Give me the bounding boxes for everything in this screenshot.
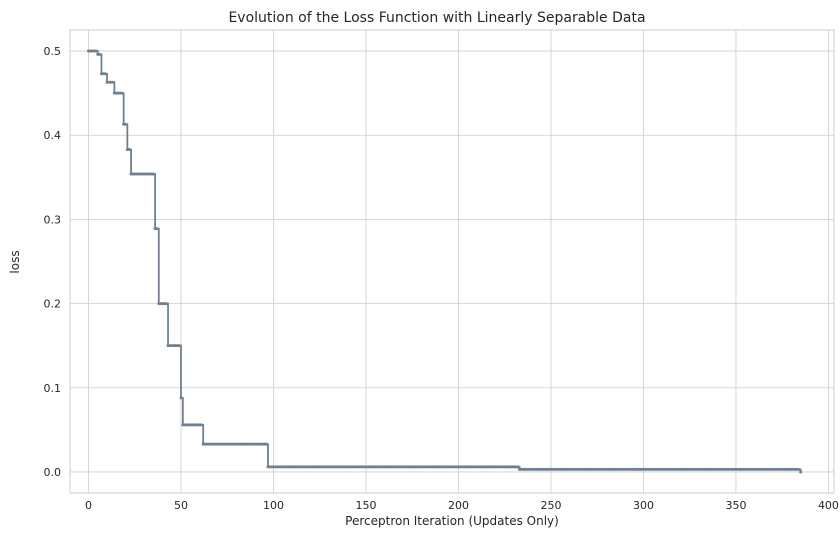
- tick-labels: 0 50 100 150 200 250 300 350 400 0.0 0.1 0.2 0.3 0.4 0…: [44, 45, 839, 512]
- y-tick-label-3: 0.3: [44, 213, 62, 226]
- loss-point-18: [120, 91, 124, 95]
- loss-point-4: [94, 49, 98, 53]
- loss-point-13: [111, 80, 115, 84]
- y-tick-label-1: 0.1: [44, 382, 62, 395]
- x-tick-label-4: 200: [448, 499, 469, 512]
- plot-border: [69, 29, 835, 494]
- x-tick-label-2: 100: [263, 499, 284, 512]
- loss-point-232: [516, 465, 520, 469]
- loss-point-96: [264, 442, 268, 446]
- y-axis-label: loss: [8, 250, 22, 273]
- x-tick-label-6: 300: [633, 499, 654, 512]
- series-layer: [86, 49, 803, 474]
- loss-point-22: [127, 148, 131, 152]
- loss-point-384: [797, 467, 801, 471]
- x-tick-label-7: 350: [725, 499, 746, 512]
- plot-frame: [69, 29, 835, 494]
- grid: [70, 30, 834, 493]
- loss-point-37: [155, 227, 159, 231]
- x-tick-label-8: 400: [818, 499, 839, 512]
- chart-title: Evolution of the Loss Function with Line…: [228, 10, 645, 26]
- loss-point-385: [799, 470, 803, 474]
- x-tick-label-0: 0: [85, 499, 92, 512]
- loss-point-6: [98, 52, 102, 56]
- loss-point-35: [151, 172, 155, 176]
- x-axis-label: Perceptron Iteration (Updates Only): [345, 514, 559, 528]
- loss-point-42: [164, 302, 168, 306]
- x-tick-label-5: 250: [540, 499, 561, 512]
- x-tick-label-3: 150: [355, 499, 376, 512]
- loss-point-49: [177, 344, 181, 348]
- loss-point-20: [123, 122, 127, 126]
- loss-point-61: [199, 423, 203, 427]
- loss-point-9: [103, 72, 107, 76]
- y-tick-label-5: 0.5: [44, 45, 62, 58]
- plot-area: [70, 30, 834, 493]
- y-tick-label-4: 0.4: [44, 129, 62, 142]
- y-tick-label-2: 0.2: [44, 298, 62, 311]
- x-tick-label-1: 50: [174, 499, 188, 512]
- loss-point-50: [179, 396, 183, 400]
- y-tick-label-0: 0.0: [44, 466, 62, 479]
